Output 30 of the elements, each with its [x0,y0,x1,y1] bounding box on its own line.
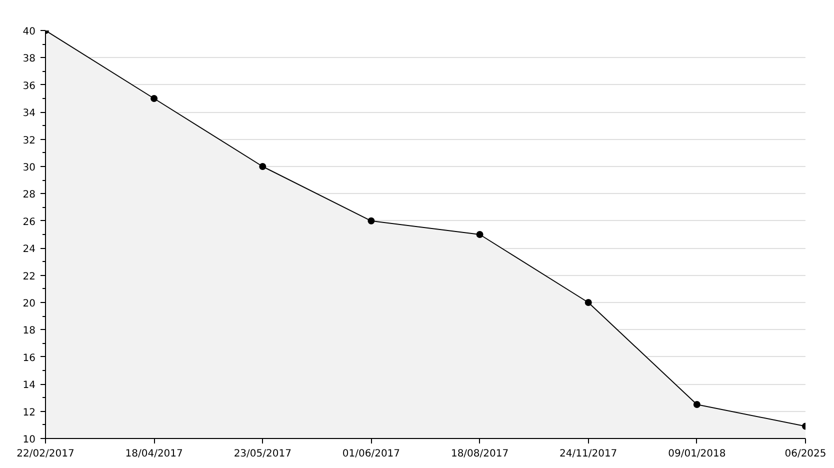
x-tick-label: 22/02/2017 [16,448,74,460]
y-tick-label: 22 [22,271,36,282]
point [476,231,484,238]
y-tick-label: 12 [22,407,36,418]
y-tick-label: 24 [22,244,36,256]
y-tick-label: 30 [22,162,36,174]
x-tick-label: 18/08/2017 [450,448,509,460]
x-tick-label: 24/11/2017 [560,448,618,460]
x-tick-label: 06/2025 [784,448,826,460]
y-tick-label: 20 [22,298,36,310]
y-tick-label: 40 [22,26,36,38]
x-tick-label: 01/06/2017 [342,448,400,460]
y-tick-label: 32 [22,135,36,146]
y-tick-label: 36 [22,80,36,92]
y-tick-label: 38 [22,54,36,65]
x-tick-label: 09/01/2018 [668,448,726,460]
y-tick-label: 14 [22,380,36,392]
y-tick-label: 28 [22,190,36,201]
point [693,401,700,408]
point [368,217,375,224]
point [150,95,158,102]
y-tick-label: 34 [22,108,36,120]
point [259,163,266,170]
point [584,299,592,306]
y-tick-label: 16 [22,352,36,364]
x-tick-label: 18/04/2017 [125,448,183,460]
y-tick-label: 26 [22,216,36,228]
y-tick-label: 18 [22,326,36,337]
y-tick-label: 10 [22,434,36,446]
x-tick-label: 23/05/2017 [234,448,292,460]
